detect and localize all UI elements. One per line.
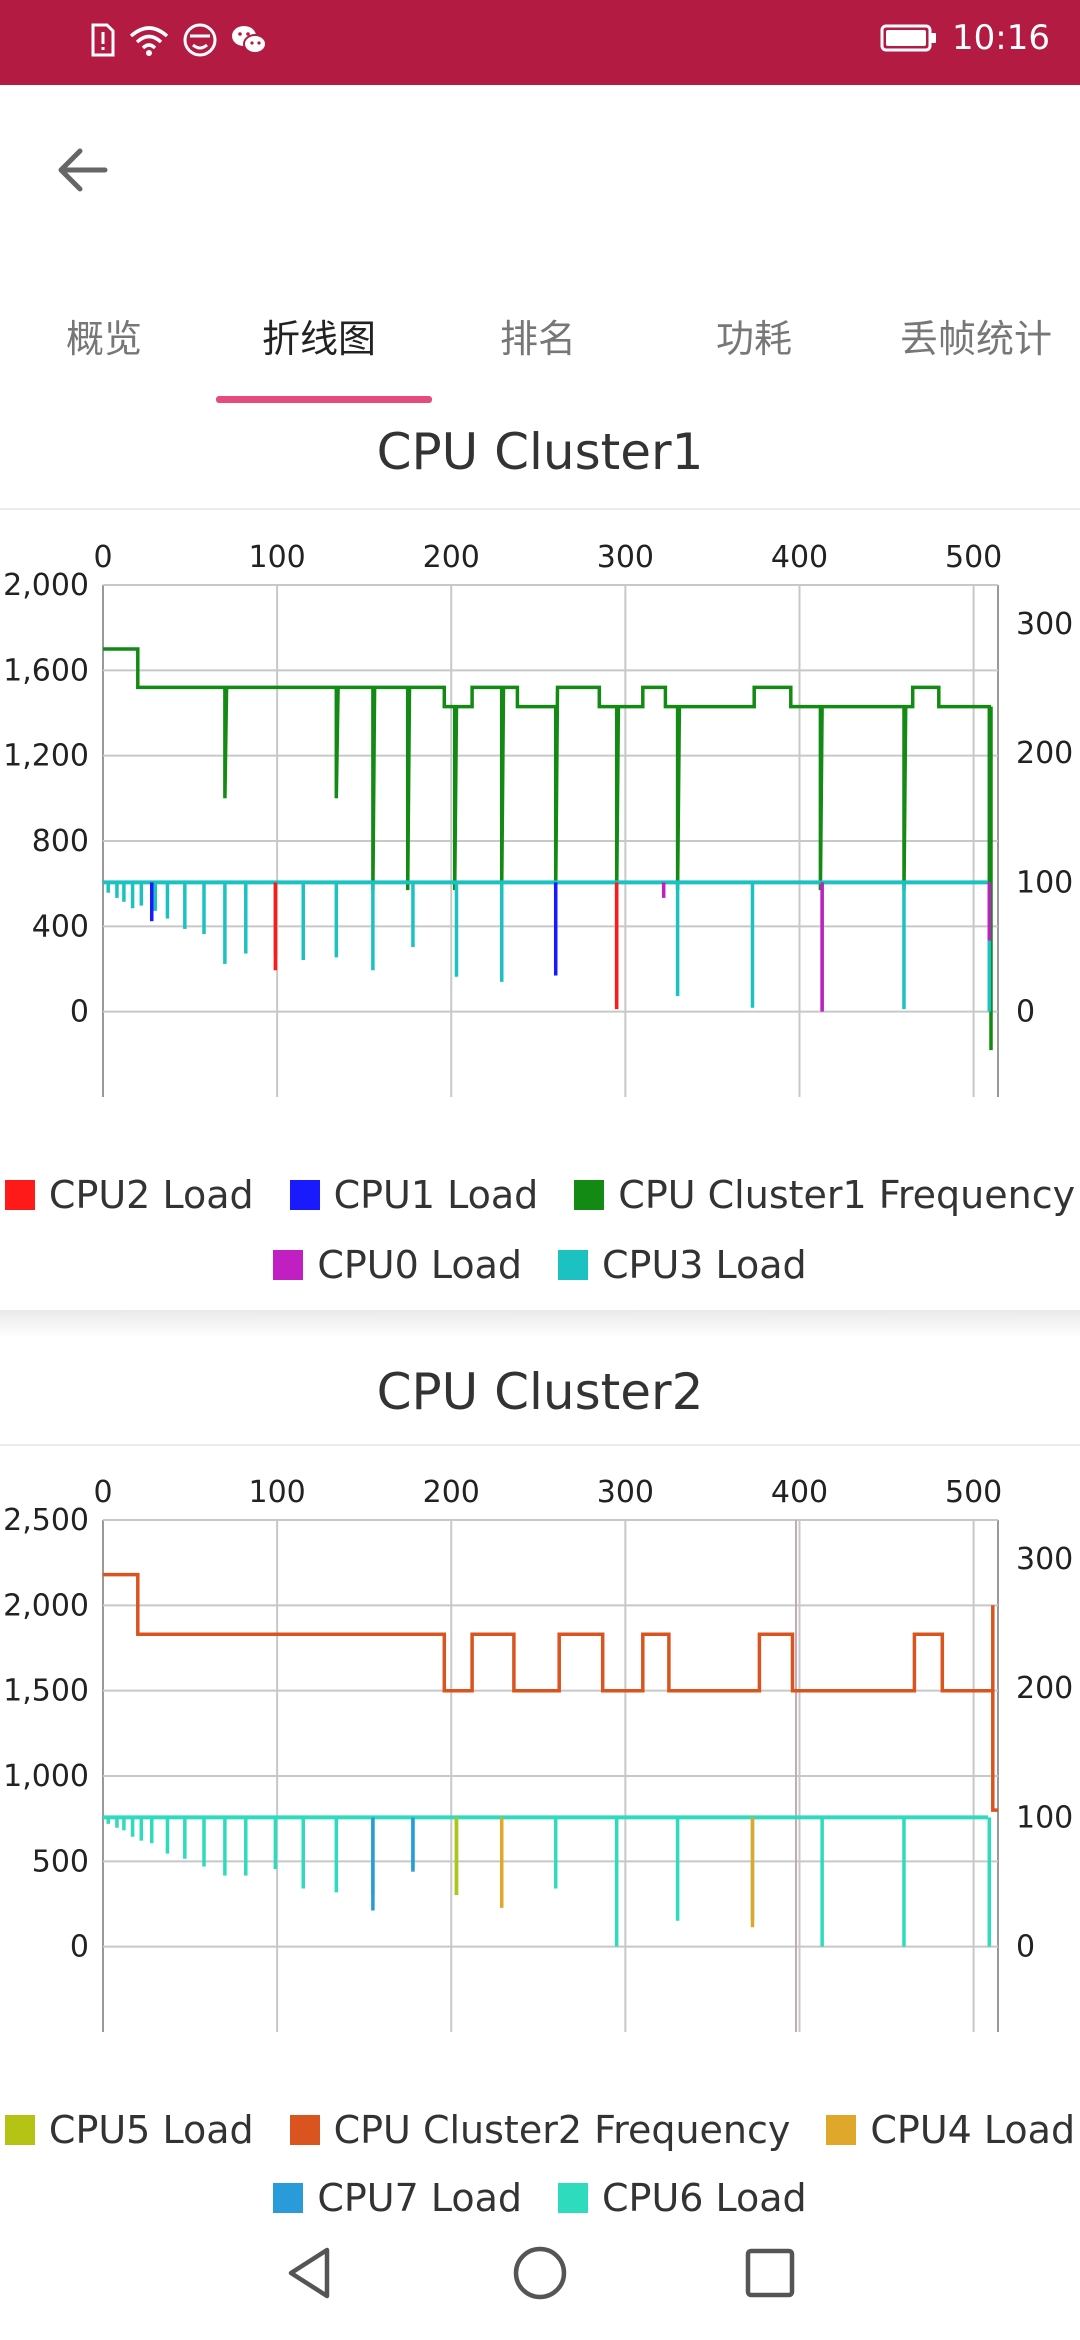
left-tick-label: 400 [32,909,89,944]
wechat-icon [232,26,267,54]
legend-swatch [273,1250,304,1280]
legend-item: CPU2 Load [4,1173,254,1217]
x-tick-label: 300 [597,1475,654,1510]
legend-swatch [558,2183,588,2213]
frequency-series-line [103,1572,998,1812]
x-tick-label: 0 [93,1475,112,1510]
left-tick-label: 0 [70,995,89,1030]
right-tick-label: 200 [1016,736,1073,771]
tab-ranking[interactable]: 排名 [500,317,577,361]
recents-square-icon[interactable] [744,2247,796,2299]
battery-icon [880,24,937,52]
left-tick-label: 800 [32,824,89,859]
legend-swatch [574,1180,605,1210]
card-shadow [0,1310,1080,1338]
legend-swatch [289,1180,320,1210]
frequency-series-line [103,647,993,1051]
legend-label: CPU6 Load [602,2176,807,2220]
left-tick-label: 2,000 [3,568,89,603]
tab-line-chart[interactable]: 折线图 [262,317,377,361]
x-tick-label: 0 [93,540,112,575]
left-tick-label: 2,500 [3,1503,89,1538]
chart-card-cluster1: CPU Cluster1 0 100 200 300 400 500 2,000 1,600 1… [0,405,1080,1310]
chart-title: CPU Cluster1 [376,423,704,481]
home-circle-icon[interactable] [512,2245,568,2301]
wifi-icon [129,26,169,56]
left-tick-label: 1,600 [3,653,89,688]
legend-swatch [558,1250,588,1280]
x-tick-label: 400 [771,540,828,575]
divider [0,508,1080,510]
sim-alert-icon [91,23,115,57]
tab-overview[interactable]: 概览 [66,317,143,361]
back-arrow-icon [58,148,108,192]
back-triangle-icon[interactable] [284,2245,334,2301]
tab-bar: 概览 折线图 排名 功耗 丢帧统计 [0,290,1080,405]
x-tick-label: 500 [945,540,1002,575]
status-icons-right: 10:16 [880,18,1050,58]
legend-row-1: CPU5 Load CPU Cluster2 Frequency CPU4 Lo… [0,2108,1080,2152]
legend-row-2: CPU0 Load CPU3 Load [0,1243,1080,1287]
right-tick-label: 200 [1016,1671,1073,1706]
emoji-face-icon [183,23,217,57]
legend-label: CPU2 Load [48,1173,254,1217]
legend-swatch [4,2115,35,2145]
legend-label: CPU Cluster1 Frequency [618,1173,1076,1217]
left-tick-label: 500 [32,1844,89,1879]
legend-item: CPU Cluster1 Frequency [574,1173,1075,1217]
left-tick-label: 2,000 [3,1588,89,1623]
legend-swatch [273,2183,304,2213]
legend-swatch [4,1180,35,1210]
right-tick-label: 300 [1016,1542,1073,1577]
status-icons-left [90,22,268,58]
legend-item: CPU4 Load [826,2108,1075,2152]
left-tick-label: 1,000 [3,1759,89,1794]
right-tick-label: 300 [1016,607,1073,642]
left-tick-label: 1,500 [3,1674,89,1709]
x-tick-label: 200 [423,540,480,575]
active-tab-indicator [216,396,432,403]
legend-label: CPU0 Load [317,1243,522,1287]
legend-label: CPU7 Load [317,2176,522,2220]
legend-item: CPU1 Load [289,1173,539,1217]
legend-label: CPU5 Load [48,2108,254,2152]
chart-title: CPU Cluster2 [376,1363,704,1421]
divider [0,1444,1080,1446]
tab-power[interactable]: 功耗 [716,317,793,361]
cluster2-line-chart: 0 100 200 300 400 500 2,500 2,000 1,500 1,000 500 0… [3,1475,1073,2032]
left-tick-label: 1,200 [3,739,89,774]
legend-row-2: CPU7 Load CPU6 Load [0,2176,1080,2220]
x-tick-label: 500 [945,1475,1002,1510]
status-time: 10:16 [952,18,1050,58]
legend-item: CPU7 Load [273,2176,522,2220]
legend-label: CPU1 Load [333,1173,539,1217]
right-tick-label: 100 [1016,1800,1073,1835]
legend-label: CPU4 Load [870,2108,1076,2152]
back-button[interactable] [50,135,120,205]
x-tick-label: 200 [423,1475,480,1510]
cluster1-line-chart: 0 100 200 300 400 500 2,000 1,600 1,200 800 400 0 30… [3,540,1073,1097]
system-nav-bar [0,2225,1080,2340]
chart-card-cluster2: CPU Cluster2 0 100 200 300 400 500 2,500 2,000 1… [0,1340,1080,2225]
legend-swatch [826,2115,857,2145]
legend-swatch [289,2115,320,2145]
legend-item: CPU Cluster2 Frequency [289,2108,791,2152]
legend-item: CPU5 Load [4,2108,254,2152]
tab-frame-drop-stats[interactable]: 丢帧统计 [900,317,1053,361]
right-tick-label: 0 [1016,1930,1035,1965]
x-tick-label: 300 [597,540,654,575]
legend-item: CPU3 Load [558,1243,807,1287]
legend-item: CPU0 Load [273,1243,522,1287]
legend-label: CPU Cluster2 Frequency [333,2108,791,2152]
x-tick-label: 100 [248,1475,305,1510]
right-tick-label: 0 [1016,995,1035,1030]
right-tick-label: 100 [1016,865,1073,900]
legend-label: CPU3 Load [602,1243,807,1287]
status-bar: 10:16 [0,0,1080,85]
left-tick-label: 0 [70,1930,89,1965]
legend-row-1: CPU2 Load CPU1 Load CPU Cluster1 Frequen… [0,1173,1080,1217]
x-tick-label: 400 [771,1475,828,1510]
legend-item: CPU6 Load [558,2176,807,2220]
x-tick-label: 100 [248,540,305,575]
